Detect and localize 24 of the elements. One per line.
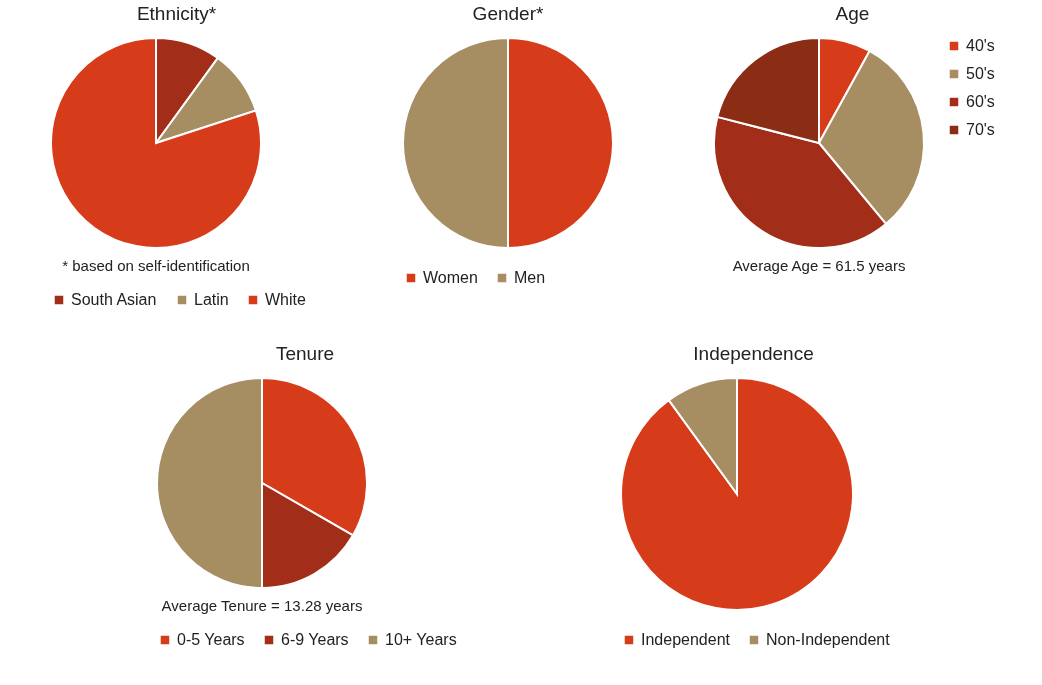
legend-label: 70's	[966, 121, 996, 138]
legend-label: 50's	[966, 65, 996, 82]
legend-label: 60's	[966, 93, 996, 110]
legend-label: Non-Independent	[765, 631, 890, 648]
chart-title: Gender*	[472, 3, 544, 24]
legend-label: Independent	[640, 631, 731, 648]
chart-title: Independence	[692, 343, 814, 364]
chart-title: Age	[835, 3, 870, 24]
legend-label: 0-5 Years	[176, 631, 245, 648]
legend-label: 10+ Years	[384, 631, 457, 648]
legend-label: White	[264, 291, 306, 308]
chart-title: Ethnicity*	[136, 3, 217, 24]
text: Average Tenure = 13.28 years	[161, 597, 362, 614]
legend-label: Men	[513, 269, 546, 286]
text: * based on self-identification	[61, 257, 250, 274]
pie-slice	[619, 377, 854, 611]
legend-label: Latin	[193, 291, 229, 308]
chart-title: Tenure	[275, 343, 334, 364]
pie-slice	[49, 37, 262, 249]
legend-label: Women	[422, 269, 478, 286]
legend-label: 40's	[966, 37, 996, 54]
text: Average Age = 61.5 years	[732, 257, 906, 274]
legend-label: South Asian	[70, 291, 157, 308]
legend-label: 6-9 Years	[280, 631, 349, 648]
